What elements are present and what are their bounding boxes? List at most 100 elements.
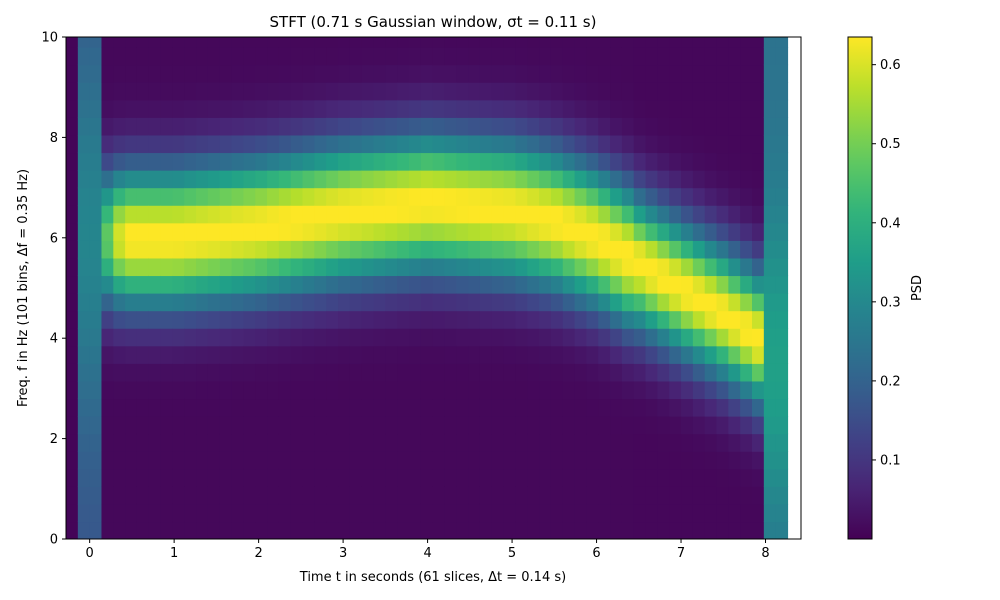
heatmap-cell xyxy=(361,117,375,136)
y-tick-label: 6 xyxy=(50,231,58,246)
heatmap-cell xyxy=(409,503,422,523)
heatmap-cell xyxy=(314,275,327,294)
heatmap-cell xyxy=(550,117,564,136)
heatmap-cell xyxy=(349,170,363,189)
heatmap-cell xyxy=(101,99,114,118)
heatmap-cell xyxy=(290,310,304,329)
heatmap-cell xyxy=(101,345,114,364)
heatmap-cell xyxy=(562,503,576,523)
heatmap-cell xyxy=(314,416,327,435)
heatmap-cell xyxy=(148,170,162,189)
heatmap-cell xyxy=(267,486,280,505)
heatmap-cell xyxy=(349,222,363,241)
heatmap-cell xyxy=(657,433,670,452)
heatmap-cell xyxy=(409,275,422,294)
heatmap-cell xyxy=(314,47,327,66)
heatmap-cell xyxy=(231,310,245,329)
heatmap-cell xyxy=(373,117,386,136)
heatmap-cell xyxy=(409,451,422,470)
heatmap-cell xyxy=(77,240,91,259)
heatmap-cell xyxy=(763,205,777,224)
heatmap-cell xyxy=(728,451,741,470)
heatmap-cell xyxy=(302,117,315,136)
heatmap-cell xyxy=(326,47,339,66)
heatmap-cell xyxy=(77,222,91,241)
heatmap-cell xyxy=(101,82,114,101)
heatmap-cell xyxy=(125,328,138,347)
heatmap-cell xyxy=(479,170,493,189)
heatmap-cell xyxy=(314,187,327,206)
heatmap-cell xyxy=(397,64,410,83)
heatmap-cell xyxy=(302,37,315,48)
heatmap-cell xyxy=(562,328,576,347)
heatmap-cell xyxy=(231,257,245,277)
heatmap-cell xyxy=(420,310,434,329)
heatmap-cell xyxy=(515,398,528,417)
colorbar-tick-label: 0.4 xyxy=(880,216,901,231)
heatmap-cell xyxy=(385,134,398,154)
heatmap-cell xyxy=(77,521,91,539)
heatmap-cell xyxy=(692,117,706,136)
heatmap-cell xyxy=(562,240,576,259)
heatmap-cell xyxy=(420,416,434,435)
heatmap-cell xyxy=(397,240,410,259)
heatmap-cell xyxy=(775,205,789,224)
heatmap-cell xyxy=(657,328,670,347)
heatmap-cell xyxy=(491,521,505,539)
heatmap-cell xyxy=(740,170,753,189)
heatmap-cell xyxy=(468,64,481,83)
heatmap-cell xyxy=(763,82,777,101)
heatmap-cell xyxy=(444,398,457,417)
heatmap-cell xyxy=(574,328,588,347)
heatmap-cell xyxy=(550,380,564,400)
heatmap-cell xyxy=(184,134,197,154)
heatmap-cell xyxy=(255,152,268,171)
heatmap-cell xyxy=(89,170,103,189)
heatmap-cell xyxy=(148,451,162,470)
heatmap-cell xyxy=(243,486,256,505)
heatmap-cell xyxy=(148,240,162,259)
heatmap-cell xyxy=(633,37,647,48)
heatmap-cell xyxy=(207,345,221,364)
colorbar-tick-label: 0.3 xyxy=(880,295,901,310)
heatmap-cell xyxy=(444,310,457,329)
heatmap-cell xyxy=(231,170,245,189)
heatmap-cell xyxy=(562,152,576,171)
heatmap-cell xyxy=(255,521,268,539)
heatmap-cell xyxy=(326,170,339,189)
heatmap-cell xyxy=(550,257,564,277)
heatmap-cell xyxy=(740,363,753,382)
heatmap-cell xyxy=(479,275,493,294)
heatmap-cell xyxy=(645,451,658,470)
heatmap-cell xyxy=(420,345,434,364)
heatmap-cell xyxy=(621,310,635,329)
heatmap-cell xyxy=(255,380,268,400)
heatmap-cell xyxy=(586,222,599,241)
heatmap-cell xyxy=(361,222,375,241)
heatmap-cell xyxy=(385,275,398,294)
heatmap-cell xyxy=(409,47,422,66)
heatmap-cell xyxy=(101,205,114,224)
heatmap-cell xyxy=(539,205,552,224)
heatmap-cell xyxy=(586,398,599,417)
heatmap-cell xyxy=(326,293,339,312)
heatmap-cell xyxy=(479,240,493,259)
heatmap-cell xyxy=(243,99,256,118)
heatmap-cell xyxy=(385,521,398,539)
heatmap-cell xyxy=(184,205,197,224)
heatmap-cell xyxy=(752,222,765,241)
heatmap-cell xyxy=(207,398,221,417)
heatmap-cell xyxy=(231,380,245,400)
heatmap-cell xyxy=(704,64,718,83)
heatmap-cell xyxy=(66,117,79,136)
heatmap-cell xyxy=(669,503,682,523)
heatmap-cell xyxy=(207,468,221,487)
heatmap-cell xyxy=(432,82,446,101)
heatmap-cell xyxy=(645,345,658,364)
heatmap-cell xyxy=(456,380,469,400)
heatmap-cell xyxy=(645,134,658,154)
heatmap-cell xyxy=(373,47,386,66)
heatmap-cell xyxy=(125,152,138,171)
heatmap-cell xyxy=(610,310,623,329)
heatmap-cell xyxy=(349,503,363,523)
